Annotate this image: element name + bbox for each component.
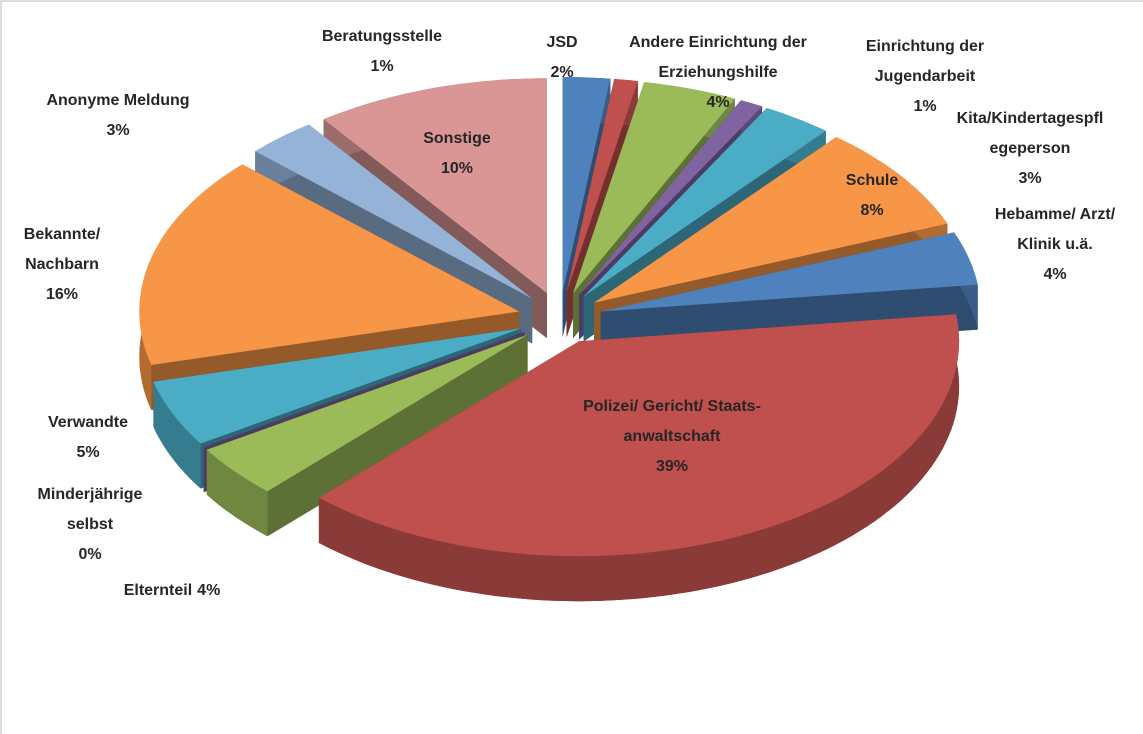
value-label: 4% (1043, 266, 1067, 283)
value-label: 1% (913, 98, 937, 115)
slice (566, 79, 638, 293)
data-label: Verwandte 5% (18, 408, 158, 468)
data-label: Schule 8% (812, 166, 932, 226)
category-label: Polizei/ Gericht/ Staats-anwaltschaft (583, 398, 761, 445)
value-label: 39% (655, 458, 689, 475)
value-label: 16% (45, 286, 79, 303)
data-label: Hebamme/ Arzt/ Klinik u.ä. 4% (985, 200, 1125, 290)
slice (594, 137, 948, 303)
slice-side (318, 314, 960, 602)
slice (562, 77, 611, 293)
value-label: 1% (370, 58, 394, 75)
data-label: Polizei/ Gericht/ Staats-anwaltschaft 39% (557, 392, 787, 482)
category-label: Verwandte (47, 414, 129, 431)
value-label: 10% (440, 160, 474, 177)
category-label: Sonstige (423, 130, 491, 147)
data-label: Kita/Kindertagespflegeperson 3% (955, 104, 1105, 194)
slice (600, 232, 978, 312)
category-label: Anonyme Meldung (46, 92, 190, 109)
data-label: Sonstige 10% (397, 124, 517, 184)
slice (323, 78, 547, 294)
slice (255, 124, 533, 299)
data-label: Minderjährige selbst 0% (20, 480, 160, 570)
slice (579, 100, 763, 295)
value-label: 0% (78, 546, 102, 563)
slice (206, 334, 528, 492)
slice-side (206, 449, 268, 537)
category-label: Einrichtung der Jugendarbeit (865, 38, 985, 85)
value-label: 4% (197, 582, 221, 599)
slice (153, 328, 522, 444)
data-label: Einrichtung der Jugendarbeit 1% (830, 32, 1020, 122)
value-label: 2% (550, 64, 574, 81)
category-label: Hebamme/ Arzt/ Klinik u.ä. (994, 206, 1116, 253)
slice (573, 82, 735, 294)
category-label: Minderjährige selbst (37, 486, 143, 533)
data-label: Beratungsstelle 1% (282, 22, 482, 82)
category-label: Bekannte/ Nachbarn (23, 226, 101, 273)
value-label: 4% (706, 94, 730, 111)
slice (139, 164, 520, 365)
value-label: 3% (106, 122, 130, 139)
data-label: Anonyme Meldung 3% (0, 86, 238, 146)
data-label: JSD 2% (532, 28, 592, 88)
slice-side (153, 381, 201, 489)
category-label: Schule (845, 172, 899, 189)
category-label: Beratungsstelle (321, 28, 443, 45)
category-label: Elternteil (123, 582, 193, 599)
category-label: Kita/Kindertagespflegeperson (956, 110, 1104, 157)
data-label: Andere Einrichtung der Erziehungshilfe 4% (613, 28, 823, 118)
data-label: Bekannte/ Nachbarn 16% (2, 220, 122, 310)
slice (318, 314, 960, 557)
slice (583, 108, 826, 297)
category-label: Andere Einrichtung der Erziehungshilfe (629, 34, 807, 81)
data-label: Elternteil 4% (52, 576, 292, 606)
value-label: 8% (860, 202, 884, 219)
value-label: 3% (1018, 170, 1042, 187)
category-label: JSD (546, 34, 578, 51)
value-label: 5% (76, 444, 100, 461)
